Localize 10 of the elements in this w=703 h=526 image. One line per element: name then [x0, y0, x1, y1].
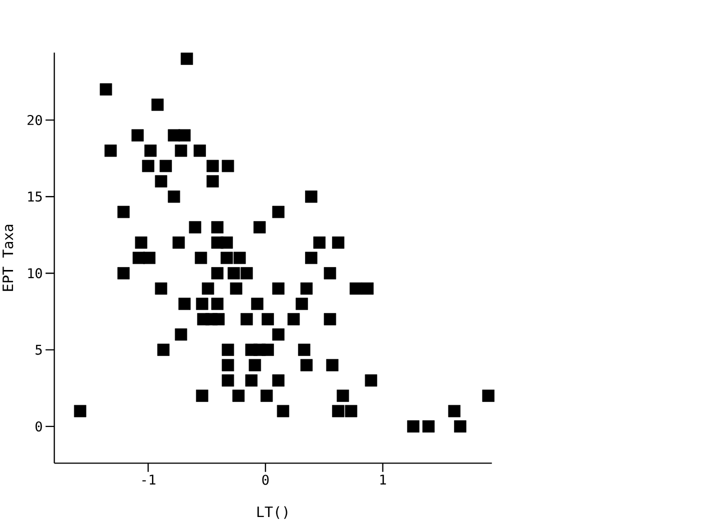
- x-tick-label: -1: [142, 474, 156, 484]
- y-tick-label: 0: [36, 421, 42, 432]
- y-tick-label: 15: [28, 191, 42, 202]
- y-axis-title: EPT Taxa: [2, 224, 14, 291]
- x-tick-label: 1: [380, 474, 386, 484]
- y-tick-label: 5: [36, 344, 42, 355]
- y-tick-label: 20: [28, 114, 42, 125]
- x-axis-title: LT(): [257, 506, 288, 519]
- y-tick-label: 10: [28, 268, 42, 278]
- x-tick-label: 0: [262, 474, 269, 485]
